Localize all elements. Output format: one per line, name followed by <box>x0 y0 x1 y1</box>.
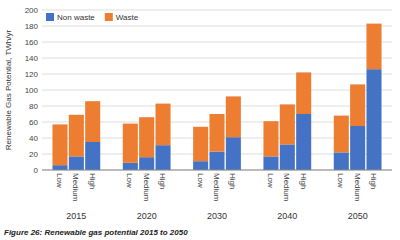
bar-segment <box>350 126 365 170</box>
y-tick-label: 180 <box>25 22 39 31</box>
grid-line <box>42 10 392 11</box>
legend-label: Non waste <box>57 13 95 22</box>
x-tick-label: Medium <box>212 173 221 202</box>
x-tick-label: Medium <box>71 173 80 202</box>
y-tick-label: 140 <box>25 54 39 63</box>
x-tick-label: High <box>299 173 308 189</box>
x-tick-label: High <box>88 173 97 189</box>
bar-segment <box>280 144 295 170</box>
bar-segment <box>334 116 349 153</box>
group-label: 2050 <box>348 211 368 221</box>
legend-label: Waste <box>116 13 139 22</box>
group-label: 2020 <box>137 211 157 221</box>
y-tick-label: 20 <box>29 150 38 159</box>
bar-segment <box>334 152 349 170</box>
x-tick-label: Low <box>196 173 205 188</box>
x-tick-label: Medium <box>353 173 362 202</box>
bar-segment <box>123 163 138 170</box>
grid-line <box>42 170 392 171</box>
bar-segment <box>263 121 278 156</box>
legend: Non waste Waste <box>46 13 139 22</box>
bar-segment <box>52 165 67 170</box>
x-tick-label: Low <box>55 173 64 188</box>
bar-segment <box>156 104 171 146</box>
bar-segment <box>366 69 381 170</box>
x-axis-line <box>42 170 392 171</box>
bar-segment <box>350 84 365 126</box>
grid-line <box>42 58 392 59</box>
bar-segment <box>69 156 84 170</box>
bar-segment <box>296 114 311 170</box>
bar-segment <box>85 101 100 142</box>
bar-segment <box>85 142 100 170</box>
x-tick-label: High <box>228 173 237 189</box>
bar-segment <box>296 72 311 114</box>
grid-line <box>42 26 392 27</box>
legend-swatch <box>46 13 54 21</box>
x-tick-label: Medium <box>142 173 151 202</box>
y-tick-label: 200 <box>25 6 39 15</box>
bar-segment <box>139 117 154 157</box>
bar-segment <box>193 161 208 170</box>
x-tick-label: Low <box>266 173 275 188</box>
bars <box>52 24 381 170</box>
y-tick-label: 100 <box>25 86 39 95</box>
y-tick-label: 120 <box>25 70 39 79</box>
bar-segment <box>209 152 224 170</box>
bar-segment <box>156 145 171 170</box>
x-tick-label: High <box>158 173 167 189</box>
grid-line <box>42 74 392 75</box>
bar-segment <box>209 114 224 152</box>
y-tick-label: 60 <box>29 118 38 127</box>
caption: Figure 26: Renewable gas potential 2015 … <box>4 228 188 237</box>
group-label: 2040 <box>277 211 297 221</box>
y-tick-label: 160 <box>25 38 39 47</box>
y-axis-label: Renewable Gas Potential, TWh/yr <box>4 29 13 150</box>
bar-segment <box>366 24 381 70</box>
group-label: 2015 <box>66 211 86 221</box>
x-tick-label: High <box>369 173 378 189</box>
x-tick-label: Low <box>336 173 345 188</box>
x-tick-label: Medium <box>282 173 291 202</box>
y-tick-label: 40 <box>29 134 38 143</box>
bar-segment <box>139 157 154 170</box>
bar-segment <box>123 124 138 163</box>
y-tick-label: 0 <box>34 166 39 175</box>
chart: 020406080100120140160180200Renewable Gas… <box>0 0 400 240</box>
bar-segment <box>69 115 84 157</box>
bar-segment <box>263 156 278 170</box>
bar-segment <box>280 104 295 144</box>
grid-line <box>42 42 392 43</box>
bar-segment <box>193 127 208 161</box>
bar-segment <box>226 96 241 137</box>
x-tick-label: Low <box>125 173 134 188</box>
y-tick-label: 80 <box>29 102 38 111</box>
group-label: 2030 <box>207 211 227 221</box>
legend-swatch <box>105 13 113 21</box>
grid-line <box>42 90 392 91</box>
bar-segment <box>52 124 67 165</box>
bar-segment <box>226 137 241 170</box>
chart-container: 020406080100120140160180200Renewable Gas… <box>0 0 400 240</box>
